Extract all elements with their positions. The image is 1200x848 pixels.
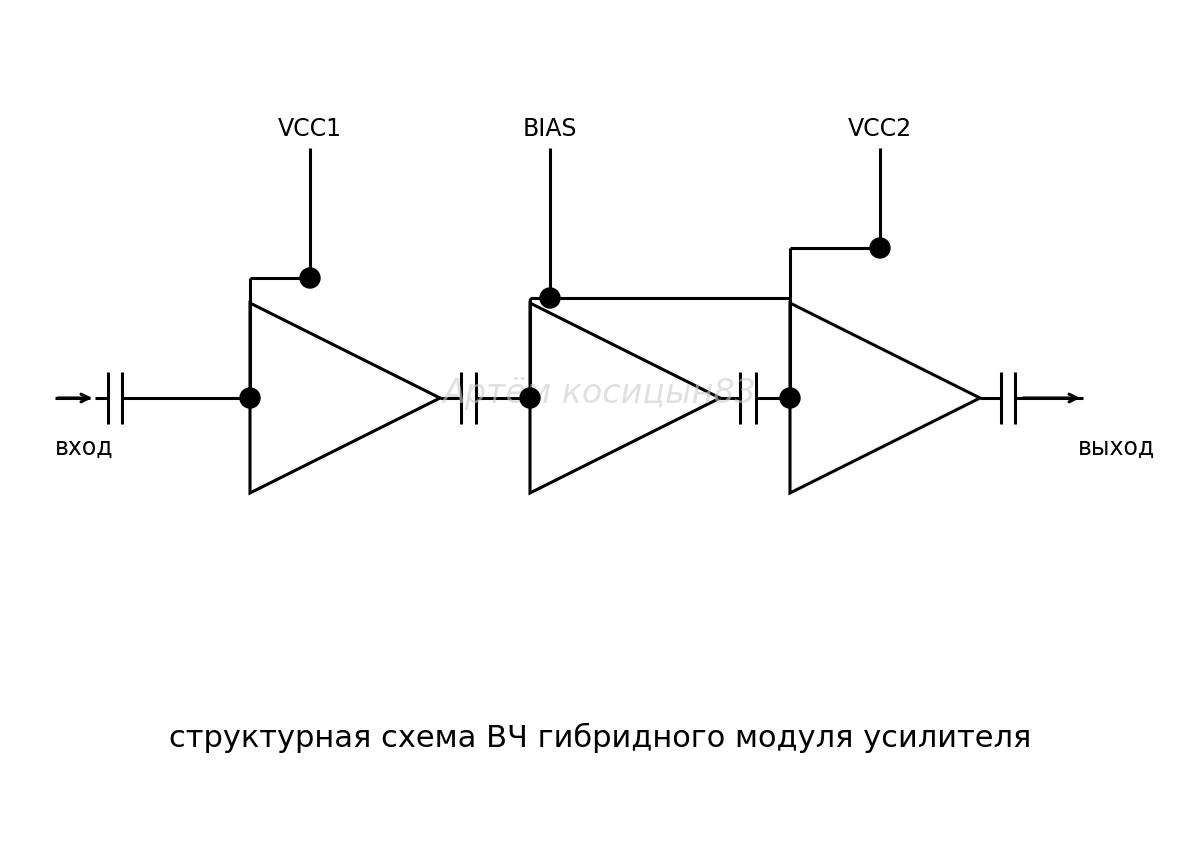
Circle shape [240,388,260,408]
Text: VCC2: VCC2 [848,117,912,141]
Text: VCC1: VCC1 [278,117,342,141]
Text: структурная схема ВЧ гибридного модуля усилителя: структурная схема ВЧ гибридного модуля у… [169,722,1031,753]
Text: BIAS: BIAS [523,117,577,141]
Text: вход: вход [55,436,114,460]
Circle shape [300,268,320,288]
Circle shape [780,388,800,408]
Text: выход: выход [1078,436,1156,460]
Circle shape [870,238,890,258]
Circle shape [520,388,540,408]
Text: Артём косицын83: Артём косицын83 [443,377,757,410]
Circle shape [540,288,560,308]
